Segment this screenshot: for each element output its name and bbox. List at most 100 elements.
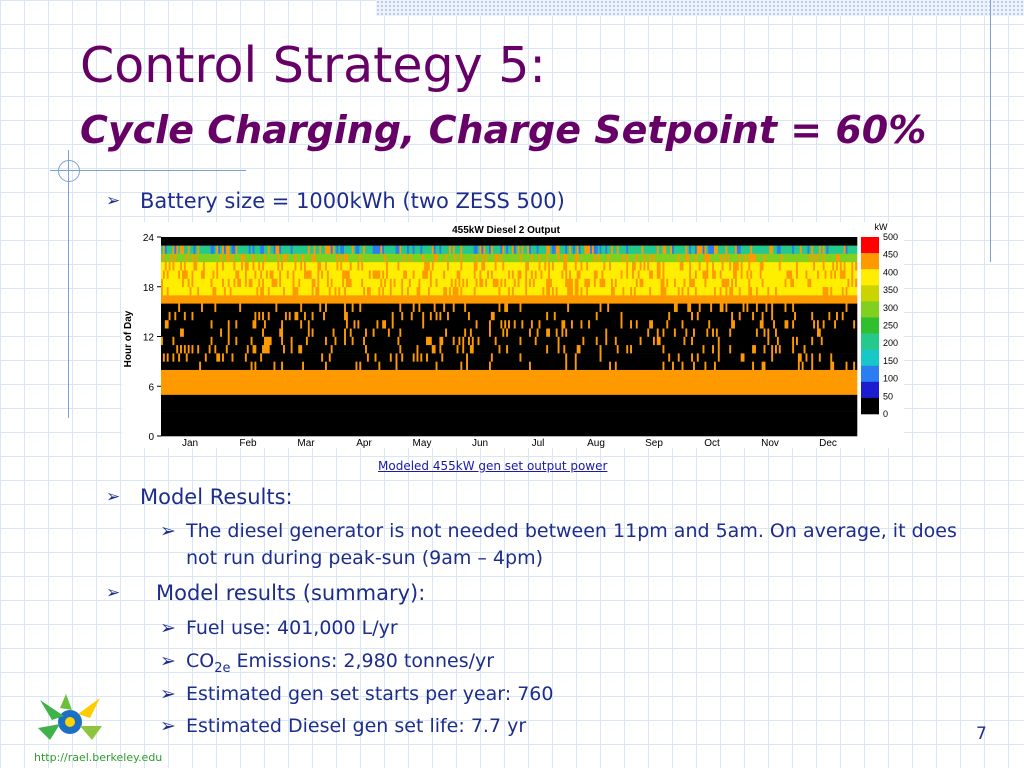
heatmap-cell (666, 319, 669, 329)
heatmap-cell (222, 353, 225, 362)
heatmap-cell (759, 270, 762, 279)
heatmap-cell (839, 270, 846, 279)
heatmap-cell (553, 311, 557, 321)
heatmap-cell (813, 253, 816, 263)
heatmap-cell (178, 270, 181, 279)
heatmap-cell (845, 303, 848, 312)
heatmap-cell (527, 245, 530, 254)
heatmap-cell (563, 270, 566, 279)
heatmap-cell (841, 311, 844, 321)
heatmap-cell (323, 353, 330, 362)
heatmap-cell (557, 328, 562, 337)
heatmap-cell (202, 303, 215, 312)
heatmap-cell (475, 253, 478, 263)
heatmap-cell (700, 303, 711, 312)
heatmap-cell (843, 245, 846, 254)
heatmap-cell (256, 311, 259, 321)
chart-caption-link[interactable]: Modeled 455kW gen set output power (378, 459, 608, 473)
heatmap-cell (719, 253, 722, 263)
heatmap-cell (813, 261, 816, 271)
heatmap-cell (733, 270, 738, 279)
heatmap-cell (452, 278, 455, 288)
heatmap-cell (288, 270, 293, 279)
heatmap-cell (456, 253, 461, 263)
heatmap-cell (220, 245, 223, 254)
y-tick-label: 24 (143, 233, 155, 244)
heatmap-cell (853, 270, 858, 279)
heatmap-cell (567, 328, 606, 337)
heatmap-cell (633, 270, 639, 279)
heatmap-cell (609, 253, 623, 263)
heatmap-cell (614, 278, 618, 288)
heatmap-cell (652, 319, 667, 329)
heatmap-cell (567, 361, 576, 370)
heatmap-cell (715, 361, 753, 370)
heatmap-cell (214, 245, 217, 254)
heatmap-cell (347, 311, 393, 321)
heatmap-cell (210, 245, 215, 254)
heatmap-cell (475, 286, 499, 296)
heatmap-cell (193, 344, 198, 354)
heatmap-cell (511, 286, 515, 296)
heatmap-cell (416, 286, 421, 296)
heatmap-cell (847, 361, 854, 370)
colorbar-tick-label: 400 (883, 267, 898, 277)
heatmap-cell (477, 319, 490, 329)
heatmap-cell (420, 303, 434, 312)
heatmap-cell (733, 261, 740, 271)
heatmap-cell (656, 261, 661, 271)
heatmap-cell (391, 311, 394, 321)
heatmap-cell (675, 328, 686, 337)
heatmap-cell (569, 270, 572, 279)
heatmap-cell (607, 336, 616, 346)
heatmap-cell (225, 344, 229, 354)
footer-url[interactable]: http://rael.berkeley.edu (34, 751, 163, 764)
heatmap-cell (704, 253, 711, 263)
heatmap-cell (784, 303, 787, 312)
heatmap-cell (733, 278, 736, 288)
heatmap-cell (641, 336, 654, 346)
heatmap-cell (395, 245, 400, 254)
heatmap-cell (816, 253, 820, 263)
heatmap-cell (551, 278, 566, 288)
heatmap-cell (164, 353, 168, 362)
heatmap-cell (252, 278, 259, 288)
heatmap-cell (292, 336, 307, 346)
heatmap-cell (483, 253, 486, 263)
heatmap-cell (710, 303, 713, 312)
heatmap-cell (721, 278, 730, 288)
heatmap-cell (391, 278, 394, 288)
heatmap-cell (204, 261, 217, 271)
heatmap-cell (599, 353, 602, 362)
heatmap-cell (235, 261, 242, 271)
heatmap-cell (410, 253, 423, 263)
heatmap-cell (649, 261, 658, 271)
heatmap-cell (284, 286, 293, 296)
heatmap-cell (822, 245, 825, 254)
heatmap-cell (527, 270, 532, 279)
heatmap-cell (729, 261, 732, 271)
heatmap-cell (353, 245, 356, 254)
colorbar-tick-label: 250 (883, 321, 898, 331)
heatmap-cell (426, 353, 429, 362)
heatmap-cell (794, 245, 801, 254)
heatmap-cell (466, 278, 469, 288)
heatmap-cell (292, 278, 295, 288)
heatmap-cell (807, 245, 810, 254)
heatmap-cell (816, 328, 822, 337)
heatmap-cell (811, 336, 814, 346)
heatmap-cell (406, 270, 413, 279)
heatmap-cell (244, 278, 248, 288)
heatmap-cell (361, 253, 385, 263)
heatmap-cell (317, 278, 320, 288)
heatmap-cell (256, 361, 274, 370)
heatmap-cell (180, 344, 183, 354)
heatmap-cell (769, 245, 774, 254)
heatmap-cell (254, 253, 265, 263)
heatmap-cell (561, 319, 566, 329)
heatmap-cell (725, 303, 728, 312)
heatmap-cell (420, 353, 423, 362)
heatmap-cell (607, 328, 648, 337)
heatmap-cell (626, 261, 629, 271)
heatmap-cell (834, 319, 837, 329)
